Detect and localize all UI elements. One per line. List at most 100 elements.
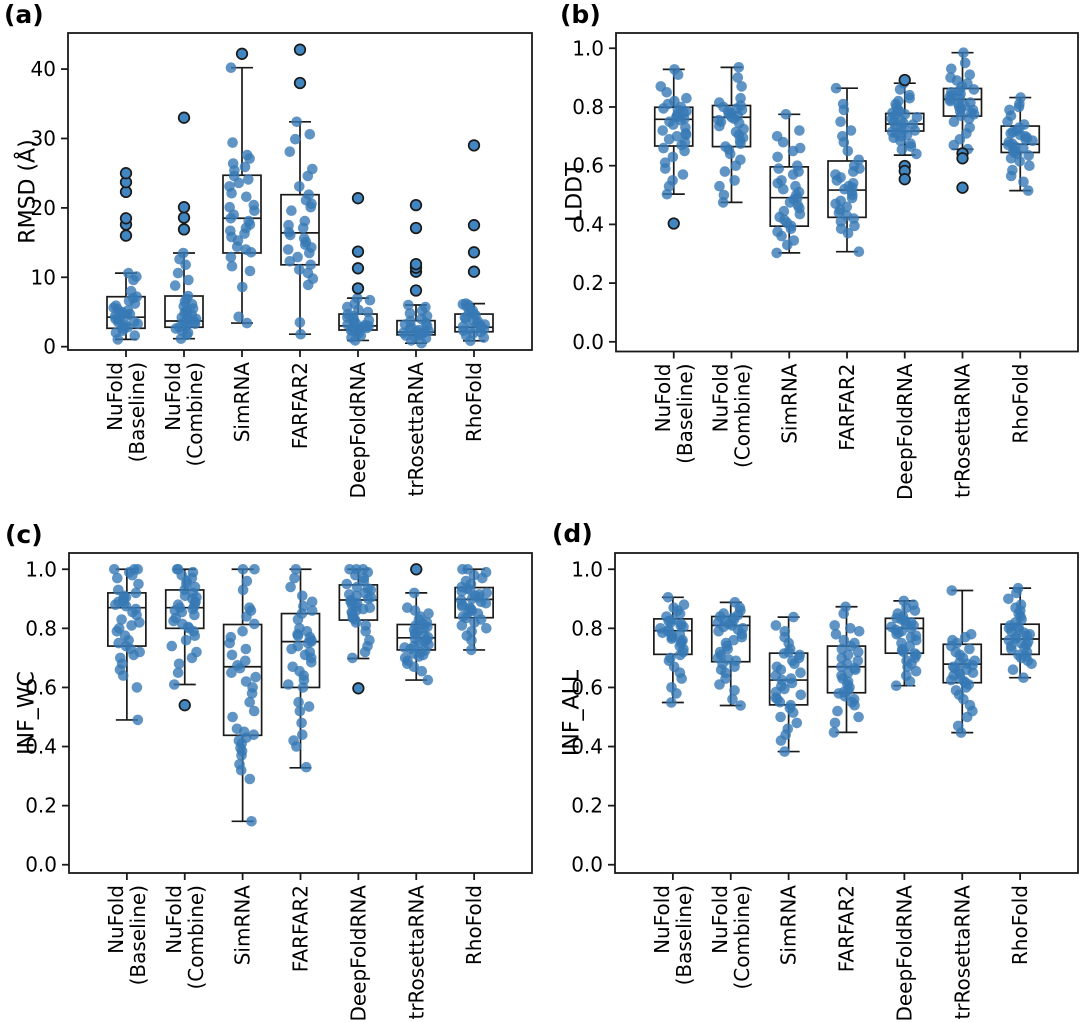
data-point <box>1024 160 1035 171</box>
data-point <box>1007 164 1018 176</box>
data-point <box>364 294 376 306</box>
data-point <box>290 564 302 575</box>
outlier-point <box>177 223 191 236</box>
data-point <box>131 271 142 282</box>
data-point <box>714 180 725 192</box>
data-point <box>896 144 908 155</box>
x-tick-label: (Combine) <box>731 364 755 469</box>
data-point <box>241 575 253 587</box>
data-point <box>832 705 843 717</box>
data-point <box>667 175 678 186</box>
data-point <box>283 679 294 690</box>
data-point <box>908 599 919 610</box>
points-group <box>886 595 922 691</box>
data-point <box>838 634 850 646</box>
y-tick-label: 0.2 <box>572 271 604 295</box>
data-point <box>306 605 318 616</box>
y-tick-label: 0 <box>43 335 56 359</box>
data-point <box>785 699 796 711</box>
x-tick-label: NuFold <box>161 362 185 431</box>
data-point <box>852 655 864 667</box>
data-point <box>291 116 303 128</box>
data-point <box>131 682 143 693</box>
data-point <box>735 154 746 166</box>
data-point <box>666 682 677 693</box>
data-point <box>893 95 904 107</box>
data-point <box>294 317 306 328</box>
data-point <box>770 620 782 631</box>
data-point <box>227 137 238 148</box>
data-point <box>243 174 254 185</box>
outliers-group <box>351 192 365 295</box>
data-point <box>794 649 805 661</box>
data-point <box>423 608 434 619</box>
data-point <box>904 89 915 101</box>
outlier-point <box>177 211 191 224</box>
data-point <box>240 244 252 255</box>
data-point <box>225 631 237 643</box>
data-point <box>422 674 434 686</box>
outlier-point <box>898 73 911 87</box>
data-point <box>244 602 255 613</box>
points-group <box>655 592 690 708</box>
data-point <box>293 696 304 708</box>
data-point <box>964 122 975 133</box>
panel-b: (b) 0.0 0.2 0.4 0.6 0.8 1.0 LDDT NuFold (Baselin… <box>540 0 1080 511</box>
y-axis: 0.0 0.2 0.4 0.6 0.8 1.0 <box>25 557 69 877</box>
data-point <box>187 566 199 578</box>
data-point <box>655 623 666 634</box>
data-point <box>964 643 975 655</box>
data-point <box>351 564 362 575</box>
data-point <box>224 181 235 192</box>
data-point <box>234 759 245 770</box>
data-point <box>788 235 800 246</box>
points-group <box>108 267 143 345</box>
y-tick-label: 0.8 <box>571 616 603 640</box>
data-point <box>298 600 309 612</box>
x-tick-label: SimRNA <box>231 885 255 966</box>
data-point <box>909 648 921 659</box>
data-point <box>460 575 472 587</box>
data-point <box>671 131 683 142</box>
points-group <box>109 564 145 726</box>
x-tick-label: SimRNA <box>777 363 801 444</box>
data-point <box>130 603 142 615</box>
points-group <box>341 564 377 664</box>
data-point <box>845 623 856 634</box>
data-point <box>480 566 492 578</box>
x-tick-label: (Combine) <box>184 885 208 990</box>
data-point <box>241 317 253 329</box>
data-point <box>172 267 184 279</box>
data-point <box>901 670 912 681</box>
data-point <box>791 717 803 729</box>
outliers-group <box>409 198 423 297</box>
data-point <box>952 720 964 732</box>
data-point <box>294 181 305 192</box>
data-point <box>303 701 315 712</box>
data-point <box>736 81 747 92</box>
outlier-point <box>409 257 423 271</box>
outlier-point <box>410 563 423 576</box>
data-point <box>466 644 477 656</box>
points-group <box>712 597 749 711</box>
data-point <box>661 611 672 622</box>
data-point <box>172 667 184 678</box>
points-group <box>655 64 692 200</box>
data-point <box>241 149 253 161</box>
panel-c: (c) 0.0 0.2 0.4 0.6 0.8 1.0 INF_WC NuFold (Basel… <box>0 511 540 1022</box>
data-point <box>969 655 981 667</box>
y-tick-label: 0.2 <box>25 794 57 818</box>
data-point <box>678 599 690 610</box>
x-tick-label: (Combine) <box>730 885 754 990</box>
data-point <box>1003 136 1015 148</box>
points-group <box>771 109 806 259</box>
data-point <box>911 111 923 123</box>
data-point <box>364 634 375 646</box>
y-tick-label: 0.6 <box>25 675 57 699</box>
data-point <box>911 148 922 160</box>
x-tick-label: NuFold <box>162 885 186 954</box>
panel-label-b: (b) <box>560 0 601 29</box>
data-point <box>132 714 144 726</box>
data-point <box>305 259 317 271</box>
